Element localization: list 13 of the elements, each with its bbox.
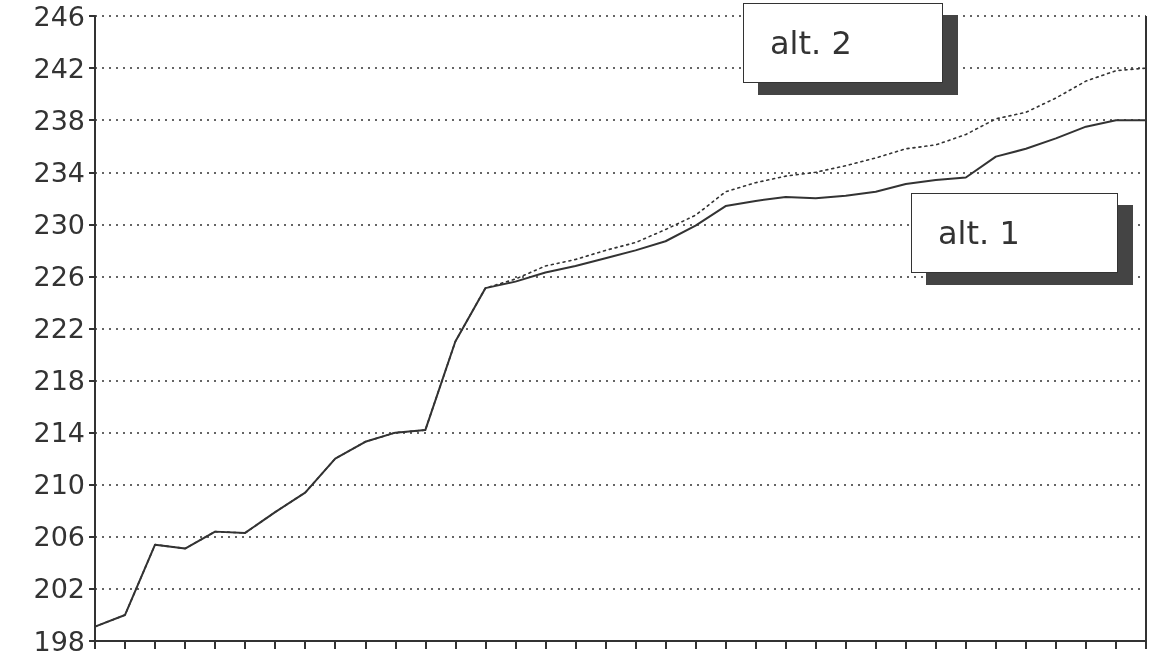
y-tick-label: 206 (33, 521, 85, 553)
y-tick-label: 242 (33, 52, 85, 84)
y-tick-label: 226 (33, 260, 85, 292)
y-tick-label: 246 (33, 0, 85, 32)
y-tick-label: 238 (33, 104, 85, 136)
y-tick-label: 202 (33, 573, 85, 605)
y-tick-label: 210 (33, 469, 85, 501)
y-tick-label: 230 (33, 208, 85, 240)
y-tick-label: 222 (33, 313, 85, 344)
y-tick-label: 198 (33, 625, 85, 657)
y-tick-label: 234 (33, 156, 85, 188)
y-tick-label: 218 (33, 365, 85, 397)
y-tick-label: 214 (33, 417, 85, 449)
